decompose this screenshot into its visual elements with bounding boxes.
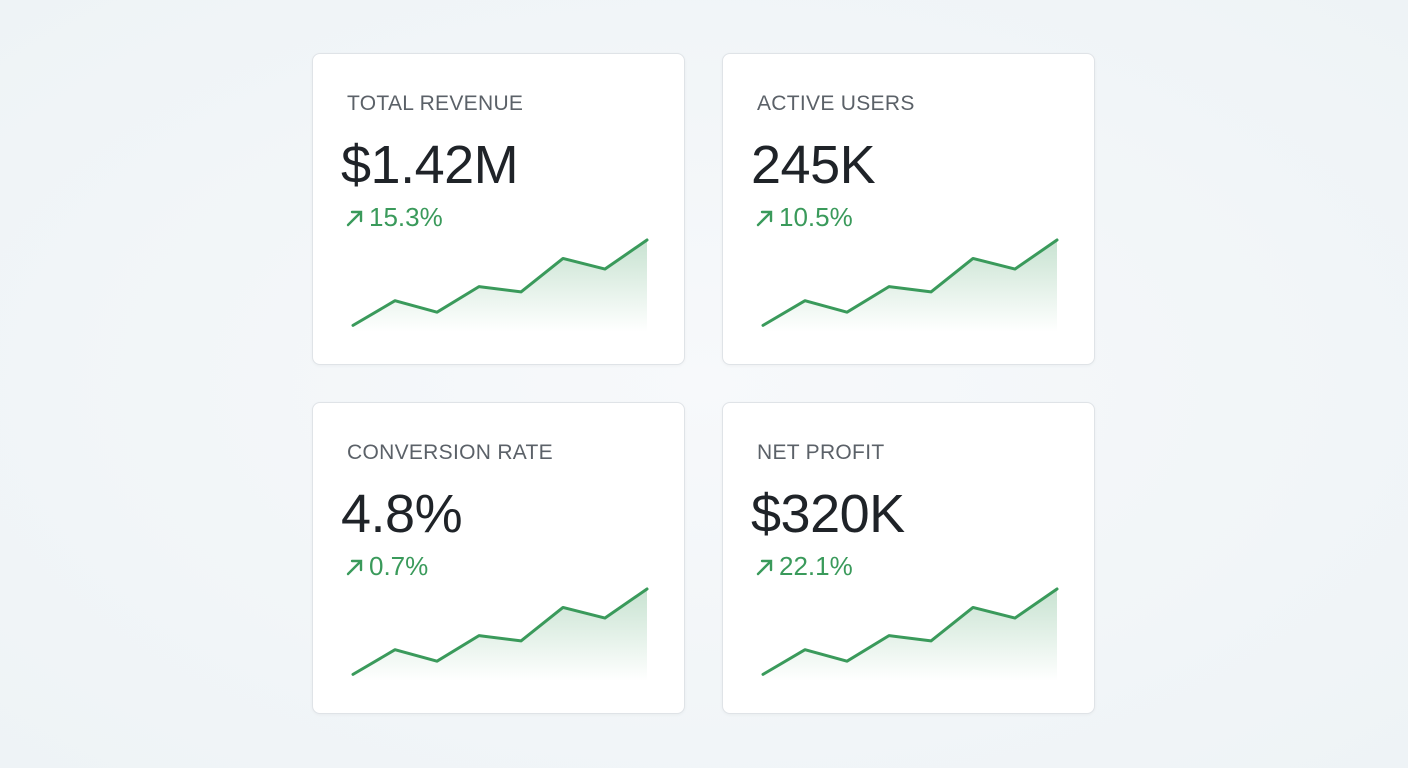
arrow [756,210,773,226]
kpi-value: $1.42M [341,135,519,195]
trend-area [353,240,647,332]
trend-line [351,587,649,676]
sparkline [351,587,649,681]
kpi-card: ACTIVE USERS 245K 10.5% [722,53,1095,365]
trend-area [763,240,1057,332]
sparkline [761,587,1059,681]
trend-line [761,587,1059,676]
arrow [346,559,363,575]
change-value: 10.5% [779,202,853,232]
kpi-label: TOTAL REVENUE [347,92,524,115]
kpi-card: TOTAL REVENUE $1.42M 15.3% [312,53,685,365]
kpi-change: 0.7% [345,551,428,582]
trend-line [351,238,649,327]
change-value: 0.7% [369,551,429,581]
kpi-card: NET PROFIT $320K 22.1% [722,402,1095,714]
kpi-change: 10.5% [755,202,853,233]
kpi-card: CONVERSION RATE 4.8% 0.7% [312,402,685,714]
kpi-label: ACTIVE USERS [757,92,915,115]
trend-area [353,589,647,681]
change-value: 22.1% [779,551,853,581]
sparkline [761,238,1059,332]
kpi-value: 4.8% [341,484,463,544]
kpi-label: CONVERSION RATE [347,441,553,464]
trend-up-icon [756,559,773,575]
kpi-change: 15.3% [345,202,443,233]
change-value: 15.3% [369,202,443,232]
kpi-value: 245K [751,135,876,195]
kpi-label: NET PROFIT [757,441,885,464]
kpi-value: $320K [751,484,905,544]
trend-area [763,589,1057,681]
arrow [346,210,363,226]
kpi-change: 22.1% [755,551,853,582]
trend-line [761,238,1059,327]
sparkline [351,238,649,332]
trend-up-icon [756,210,773,226]
arrow [756,559,773,575]
trend-up-icon [346,559,363,575]
trend-up-icon [346,210,363,226]
